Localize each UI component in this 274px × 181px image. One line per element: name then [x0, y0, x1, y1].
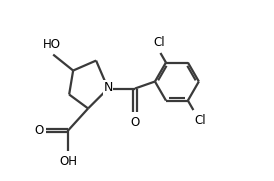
Text: Cl: Cl — [154, 36, 165, 49]
Text: OH: OH — [59, 155, 77, 168]
Text: HO: HO — [43, 38, 61, 51]
Text: O: O — [35, 124, 44, 137]
Text: O: O — [130, 116, 140, 129]
Text: Cl: Cl — [194, 114, 206, 127]
Text: N: N — [103, 81, 113, 94]
